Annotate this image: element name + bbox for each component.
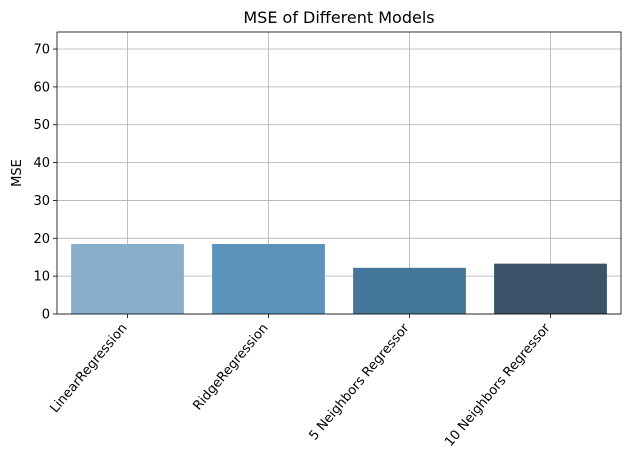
- x-tick-label: LinearRegression: [47, 321, 130, 416]
- y-tick-label: 40: [33, 156, 50, 171]
- y-tick-label: 60: [33, 80, 50, 95]
- bar: [212, 243, 325, 314]
- bars: [71, 243, 607, 314]
- x-tick-label: RidgeRegression: [190, 321, 271, 414]
- bar: [494, 263, 607, 314]
- y-axis-label: MSE: [10, 159, 25, 187]
- y-tick-label: 0: [42, 308, 50, 323]
- x-tick-label: 10 Neighbors Regressor: [442, 320, 554, 449]
- bar: [71, 243, 184, 314]
- y-tick-label: 50: [33, 118, 50, 133]
- y-tick-label: 10: [33, 270, 50, 285]
- x-tick-label: 5 Neighbors Regressor: [306, 320, 413, 443]
- chart-title: MSE of Different Models: [243, 8, 434, 27]
- y-tick-label: 70: [33, 43, 50, 58]
- plot-frame: [56, 31, 622, 315]
- bar: [353, 267, 466, 314]
- y-tick-label: 20: [33, 232, 50, 247]
- y-tick-label: 30: [33, 194, 50, 209]
